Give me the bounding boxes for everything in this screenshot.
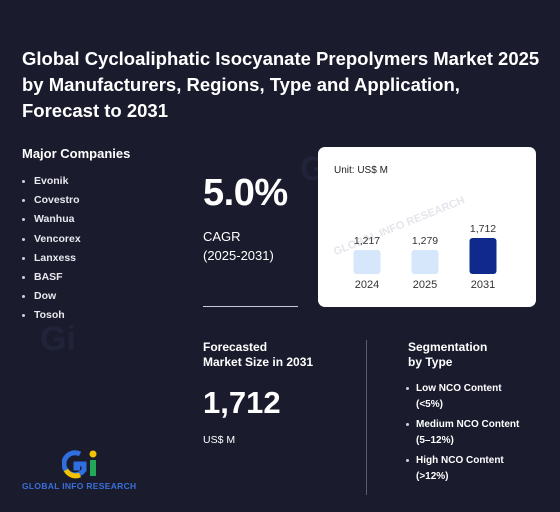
- background-watermark: Gi: [40, 320, 76, 358]
- bar-2025: [411, 250, 439, 274]
- cagr-label: CAGR: [203, 229, 241, 244]
- bar-2031: [469, 238, 497, 274]
- gi-logo-icon: [62, 450, 97, 479]
- segmentation-heading-line2: by Type: [408, 355, 453, 369]
- forecast-label: Forecasted Market Size in 2031: [203, 340, 353, 370]
- segment-range: (5–12%): [416, 435, 454, 446]
- segment-item: Medium NCO Content (5–12%): [406, 418, 546, 448]
- cagr-value: 5.0%: [203, 172, 288, 214]
- logo-text: GLOBAL INFO RESEARCH: [22, 481, 137, 491]
- company-item: Tosoh: [22, 306, 81, 325]
- vertical-divider: [366, 340, 367, 495]
- page-title: Global Cycloaliphatic Isocyanate Prepoly…: [22, 48, 540, 121]
- forecast-label-line1: Forecasted: [203, 340, 268, 354]
- market-size-chart-card: GLOBAL INFO RESEARCH Unit: US$ M 1,217 20…: [318, 147, 536, 307]
- segment-item: Low NCO Content (<5%): [406, 382, 546, 412]
- value-label-2024: 1,217: [354, 235, 380, 247]
- divider: [203, 306, 298, 307]
- company-logo: GLOBAL INFO RESEARCH: [22, 448, 147, 494]
- category-label-2024: 2024: [355, 279, 379, 291]
- value-label-2031: 1,712: [470, 223, 496, 235]
- segment-name: Low NCO Content: [416, 383, 502, 394]
- category-label-2031: 2031: [471, 279, 495, 291]
- company-item: Wanhua: [22, 210, 81, 229]
- segmentation-heading: Segmentation by Type: [408, 340, 538, 370]
- market-size-bar-chart: 1,217 2024 1,279 2025 1,712 2031: [353, 223, 497, 291]
- company-item: BASF: [22, 268, 81, 287]
- forecast-unit: US$ M: [203, 434, 236, 446]
- segmentation-heading-line1: Segmentation: [408, 340, 488, 354]
- forecast-label-line2: Market Size in 2031: [203, 355, 314, 369]
- company-item: Evonik: [22, 172, 81, 191]
- segmentation-list: Low NCO Content (<5%) Medium NCO Content…: [406, 382, 546, 490]
- company-item: Lanxess: [22, 249, 81, 268]
- forecast-value: 1,712: [203, 385, 281, 420]
- company-item: Covestro: [22, 191, 81, 210]
- segment-name: Medium NCO Content: [416, 419, 520, 430]
- companies-heading: Major Companies: [22, 146, 131, 161]
- segment-name: High NCO Content: [416, 455, 504, 466]
- companies-list: Evonik Covestro Wanhua Vencorex Lanxess …: [22, 172, 81, 326]
- segment-range: (>12%): [416, 471, 449, 482]
- segment-range: (<5%): [416, 399, 443, 410]
- bar-2024: [353, 250, 381, 274]
- value-label-2025: 1,279: [412, 235, 438, 247]
- category-label-2025: 2025: [413, 279, 437, 291]
- company-item: Vencorex: [22, 230, 81, 249]
- chart-unit-label: Unit: US$ M: [334, 165, 388, 176]
- cagr-period: (2025-2031): [203, 248, 274, 263]
- segment-item: High NCO Content (>12%): [406, 454, 546, 484]
- company-item: Dow: [22, 287, 81, 306]
